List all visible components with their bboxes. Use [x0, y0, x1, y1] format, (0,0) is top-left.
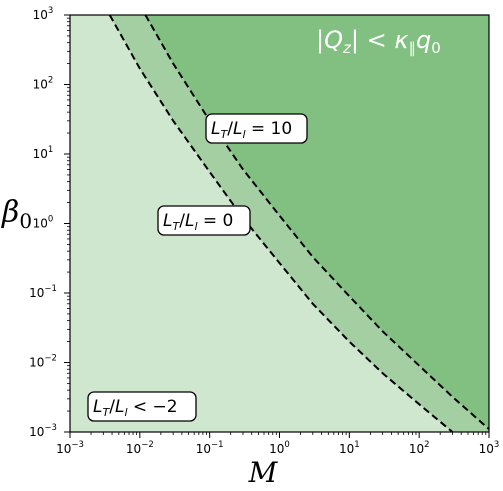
y-tick-label: 10−2: [29, 354, 57, 370]
x-tick-label: 103: [479, 440, 500, 456]
y-axis-label-sub: 0: [19, 209, 32, 233]
curve-lt-ll-10: [144, 15, 489, 430]
x-tick-label: 10−2: [126, 440, 154, 456]
y-axis-label: β0: [1, 195, 32, 233]
y-tick-label: 103: [33, 6, 54, 22]
y-tick-label: 101: [33, 145, 54, 161]
curve-lt-ll-0: [108, 15, 454, 432]
label-region-low: LT/Ll < −2: [87, 391, 197, 422]
label-region-high: |Qz| < κ∥q0: [316, 26, 441, 57]
x-axis-ticks: 10−3 10−2 10−1 100 101 102 103: [56, 432, 499, 456]
y-axis-label-main: β: [1, 195, 19, 230]
y-tick-label: 10−1: [29, 284, 57, 300]
y-tick-label: 100: [33, 215, 54, 231]
x-tick-label: 10−1: [196, 440, 224, 456]
x-tick-label: 10−3: [56, 440, 84, 456]
x-tick-label: 100: [269, 440, 290, 456]
y-tick-label: 102: [33, 76, 54, 92]
x-tick-label: 101: [339, 440, 360, 456]
svg-text:LT/Ll = 0: LT/Ll = 0: [163, 211, 233, 233]
svg-text:LT/Ll < −2: LT/Ll < −2: [93, 397, 178, 419]
label-curve-0: LT/Ll = 0: [157, 205, 251, 236]
svg-text:LT/Ll = 10: LT/Ll = 10: [211, 119, 292, 141]
x-tick-label: 102: [409, 440, 430, 456]
x-axis-label: M: [248, 456, 279, 489]
region-lt-below-minus-2: [70, 15, 489, 432]
region-between-curves: [109, 15, 489, 432]
label-curve-10: LT/Ll = 10: [205, 113, 308, 144]
y-axis-ticks: 10−3 10−2 10−1 100 101 102 103: [29, 6, 70, 439]
y-tick-label: 10−3: [29, 423, 57, 439]
